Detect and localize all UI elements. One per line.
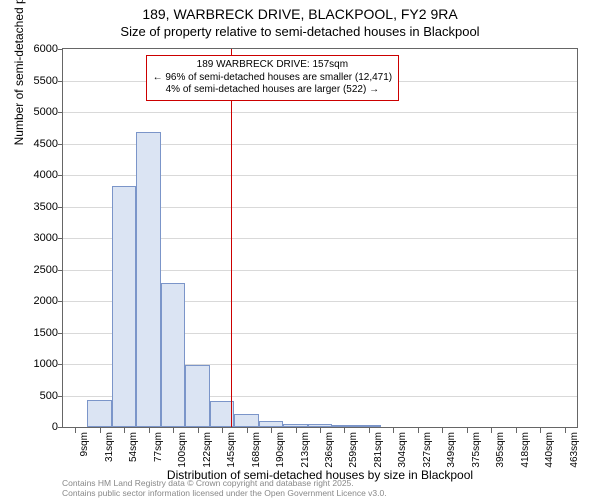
plot-area: 189 WARBRECK DRIVE: 157sqm← 96% of semi-… <box>62 48 578 428</box>
xtick-mark <box>540 428 541 433</box>
annotation-line1: 189 WARBRECK DRIVE: 157sqm <box>153 59 393 72</box>
xtick-label: 418sqm <box>520 432 531 492</box>
histogram-bar <box>283 424 307 427</box>
xtick-label: 349sqm <box>446 432 457 492</box>
ytick-mark <box>58 238 63 239</box>
histogram-bar <box>234 414 258 427</box>
xtick-mark <box>418 428 419 433</box>
ytick-label: 1500 <box>8 327 58 339</box>
attribution-line1: Contains HM Land Registry data © Crown c… <box>62 478 387 488</box>
attribution-line2: Contains public sector information licen… <box>62 488 387 498</box>
chart-root: 189, WARBRECK DRIVE, BLACKPOOL, FY2 9RA … <box>0 0 600 500</box>
ytick-label: 4000 <box>8 169 58 181</box>
xtick-label: 327sqm <box>422 432 433 492</box>
attribution: Contains HM Land Registry data © Crown c… <box>62 478 387 498</box>
xtick-mark <box>296 428 297 433</box>
ytick-mark <box>58 49 63 50</box>
xtick-label: 440sqm <box>544 432 555 492</box>
xtick-label: 463sqm <box>569 432 580 492</box>
histogram-bar <box>185 365 209 427</box>
ytick-label: 500 <box>8 390 58 402</box>
chart-title-sub: Size of property relative to semi-detach… <box>0 24 600 39</box>
ytick-mark <box>58 112 63 113</box>
ytick-mark <box>58 175 63 176</box>
ytick-label: 4500 <box>8 138 58 150</box>
ytick-mark <box>58 364 63 365</box>
ytick-label: 0 <box>8 421 58 433</box>
ytick-label: 2500 <box>8 264 58 276</box>
xtick-mark <box>320 428 321 433</box>
histogram-bar <box>308 424 332 427</box>
histogram-bar <box>332 425 356 427</box>
ytick-label: 5000 <box>8 106 58 118</box>
xtick-mark <box>198 428 199 433</box>
ytick-label: 2000 <box>8 295 58 307</box>
ytick-label: 3500 <box>8 201 58 213</box>
ytick-mark <box>58 207 63 208</box>
histogram-bar <box>259 421 283 427</box>
ytick-mark <box>58 396 63 397</box>
xtick-mark <box>491 428 492 433</box>
ytick-mark <box>58 333 63 334</box>
ytick-mark <box>58 81 63 82</box>
ytick-mark <box>58 301 63 302</box>
xtick-mark <box>124 428 125 433</box>
xtick-mark <box>442 428 443 433</box>
xtick-mark <box>247 428 248 433</box>
xtick-label: 304sqm <box>397 432 408 492</box>
histogram-bar <box>136 132 160 427</box>
ytick-mark <box>58 427 63 428</box>
ytick-mark <box>58 270 63 271</box>
ytick-label: 1000 <box>8 358 58 370</box>
xtick-mark <box>516 428 517 433</box>
ytick-label: 5500 <box>8 75 58 87</box>
xtick-mark <box>344 428 345 433</box>
histogram-bar <box>112 186 136 427</box>
xtick-mark <box>565 428 566 433</box>
xtick-mark <box>149 428 150 433</box>
gridline <box>63 112 577 113</box>
xtick-mark <box>369 428 370 433</box>
annotation-line2: ← 96% of semi-detached houses are smalle… <box>153 72 393 85</box>
xtick-label: 395sqm <box>495 432 506 492</box>
xtick-mark <box>75 428 76 433</box>
histogram-bar <box>87 400 111 427</box>
annotation-box: 189 WARBRECK DRIVE: 157sqm← 96% of semi-… <box>146 55 400 101</box>
xtick-mark <box>100 428 101 433</box>
xtick-mark <box>173 428 174 433</box>
ytick-label: 3000 <box>8 232 58 244</box>
chart-title-main: 189, WARBRECK DRIVE, BLACKPOOL, FY2 9RA <box>0 6 600 22</box>
ytick-mark <box>58 144 63 145</box>
histogram-bar <box>161 283 185 427</box>
reference-line <box>231 49 232 427</box>
ytick-label: 6000 <box>8 43 58 55</box>
xtick-mark <box>467 428 468 433</box>
xtick-mark <box>393 428 394 433</box>
xtick-mark <box>271 428 272 433</box>
annotation-line3: 4% of semi-detached houses are larger (5… <box>153 84 393 97</box>
xtick-mark <box>222 428 223 433</box>
xtick-label: 375sqm <box>471 432 482 492</box>
histogram-bar <box>357 425 381 427</box>
